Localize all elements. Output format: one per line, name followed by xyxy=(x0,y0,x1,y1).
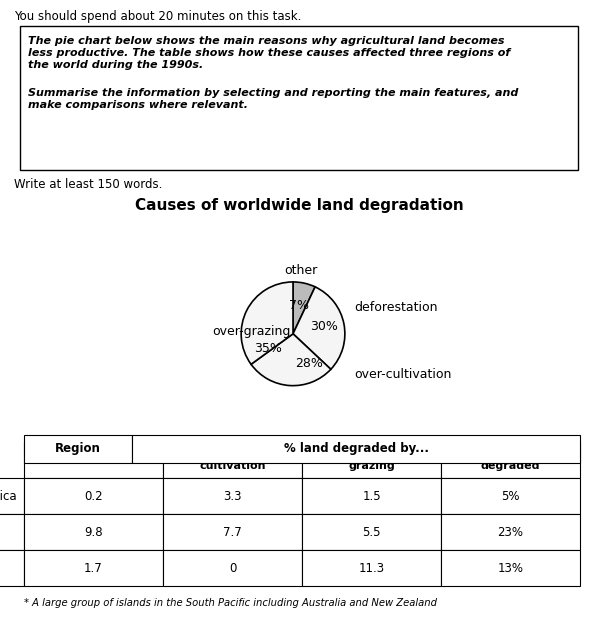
Text: less productive. The table shows how these causes affected three regions of: less productive. The table shows how the… xyxy=(28,48,510,58)
Text: deforestation: deforestation xyxy=(354,301,438,314)
Text: Causes of land degradation by region: Causes of land degradation by region xyxy=(138,445,460,460)
Text: 7%: 7% xyxy=(289,299,309,312)
Text: You should spend about 20 minutes on this task.: You should spend about 20 minutes on thi… xyxy=(14,10,301,23)
Wedge shape xyxy=(293,282,315,334)
Text: 30%: 30% xyxy=(310,319,338,333)
Text: Causes of worldwide land degradation: Causes of worldwide land degradation xyxy=(135,198,463,213)
Text: The pie chart below shows the main reasons why agricultural land becomes: The pie chart below shows the main reaso… xyxy=(28,36,505,46)
Text: Write at least 150 words.: Write at least 150 words. xyxy=(14,178,163,191)
Text: Region: Region xyxy=(55,442,101,456)
Bar xyxy=(132,435,580,463)
Wedge shape xyxy=(293,287,345,369)
Text: 28%: 28% xyxy=(295,357,322,371)
Wedge shape xyxy=(251,334,331,386)
Text: over-cultivation: over-cultivation xyxy=(354,368,451,381)
Text: other: other xyxy=(284,264,318,277)
Text: make comparisons where relevant.: make comparisons where relevant. xyxy=(28,100,248,110)
Bar xyxy=(20,26,578,170)
Wedge shape xyxy=(241,282,293,364)
Text: Summarise the information by selecting and reporting the main features, and: Summarise the information by selecting a… xyxy=(28,88,518,98)
Text: over-grazing: over-grazing xyxy=(213,324,291,338)
Bar xyxy=(24,435,132,463)
Text: the world during the 1990s.: the world during the 1990s. xyxy=(28,60,203,70)
Text: % land degraded by...: % land degraded by... xyxy=(283,442,429,456)
Text: 35%: 35% xyxy=(254,342,282,355)
Text: * A large group of islands in the South Pacific including Australia and New Zeal: * A large group of islands in the South … xyxy=(24,598,437,608)
